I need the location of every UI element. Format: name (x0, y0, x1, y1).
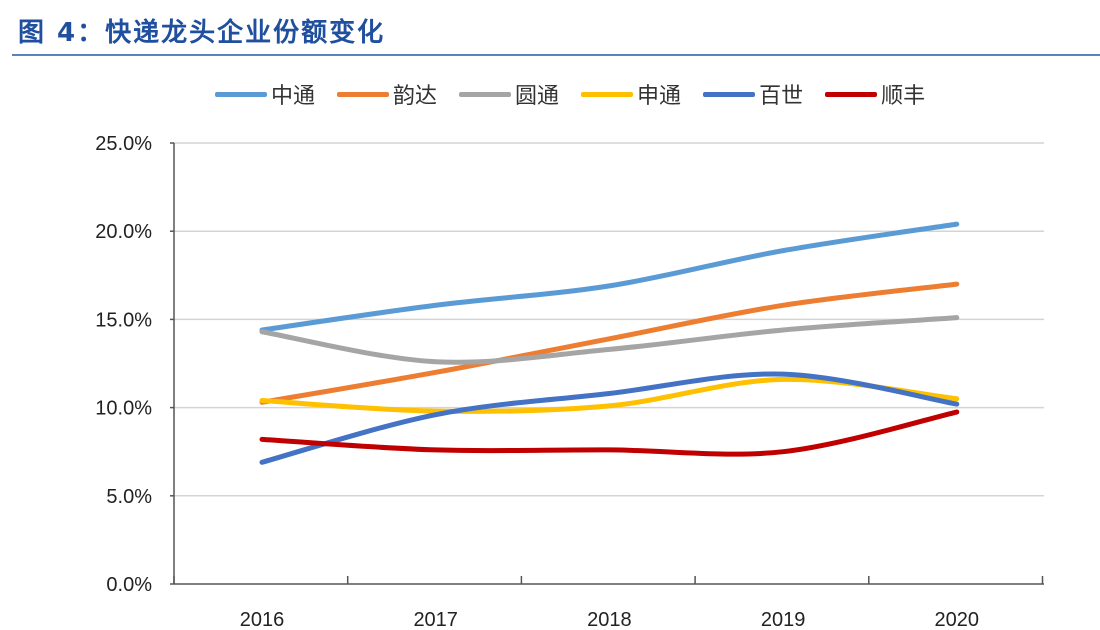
series-line-0 (259, 221, 960, 333)
legend-item: 申通 (581, 78, 681, 110)
y-tick-label: 5.0% (106, 486, 152, 508)
x-tick-label: 2017 (413, 609, 458, 630)
y-tick-label: 25.0% (95, 133, 152, 155)
legend-swatch (215, 91, 267, 97)
y-tick-label: 10.0% (95, 398, 152, 420)
legend-item: 中通 (215, 78, 315, 110)
legend-item: 圆通 (459, 78, 559, 110)
legend-item: 韵达 (337, 78, 437, 110)
legend-item: 顺丰 (825, 78, 925, 110)
y-tick-label: 20.0% (95, 221, 152, 243)
legend-label: 申通 (637, 84, 682, 109)
legend-label: 顺丰 (881, 84, 926, 109)
legend-swatch (825, 91, 878, 97)
legend-swatch (337, 91, 390, 97)
legend-swatch (581, 91, 634, 97)
legend-swatch (703, 91, 756, 97)
legend-label: 百世 (759, 84, 804, 109)
legend: 中通 韵达 圆通 申通 百世 顺丰 (215, 78, 925, 110)
x-tick-label: 2019 (761, 609, 806, 630)
x-tick-label: 2020 (935, 609, 980, 630)
x-tick-label: 2018 (587, 609, 632, 630)
chart-title: 图 4：快递龙头企业份额变化 (18, 18, 386, 48)
title-divider (12, 54, 1100, 56)
legend-label: 圆通 (515, 84, 560, 109)
legend-label: 中通 (271, 84, 316, 109)
legend-swatch (459, 91, 512, 97)
y-tick-label: 0.0% (106, 574, 152, 596)
legend-label: 韵达 (393, 84, 438, 109)
x-tick-label: 2016 (240, 609, 285, 630)
y-tick-label: 15.0% (95, 309, 152, 331)
legend-item: 百世 (703, 78, 803, 110)
